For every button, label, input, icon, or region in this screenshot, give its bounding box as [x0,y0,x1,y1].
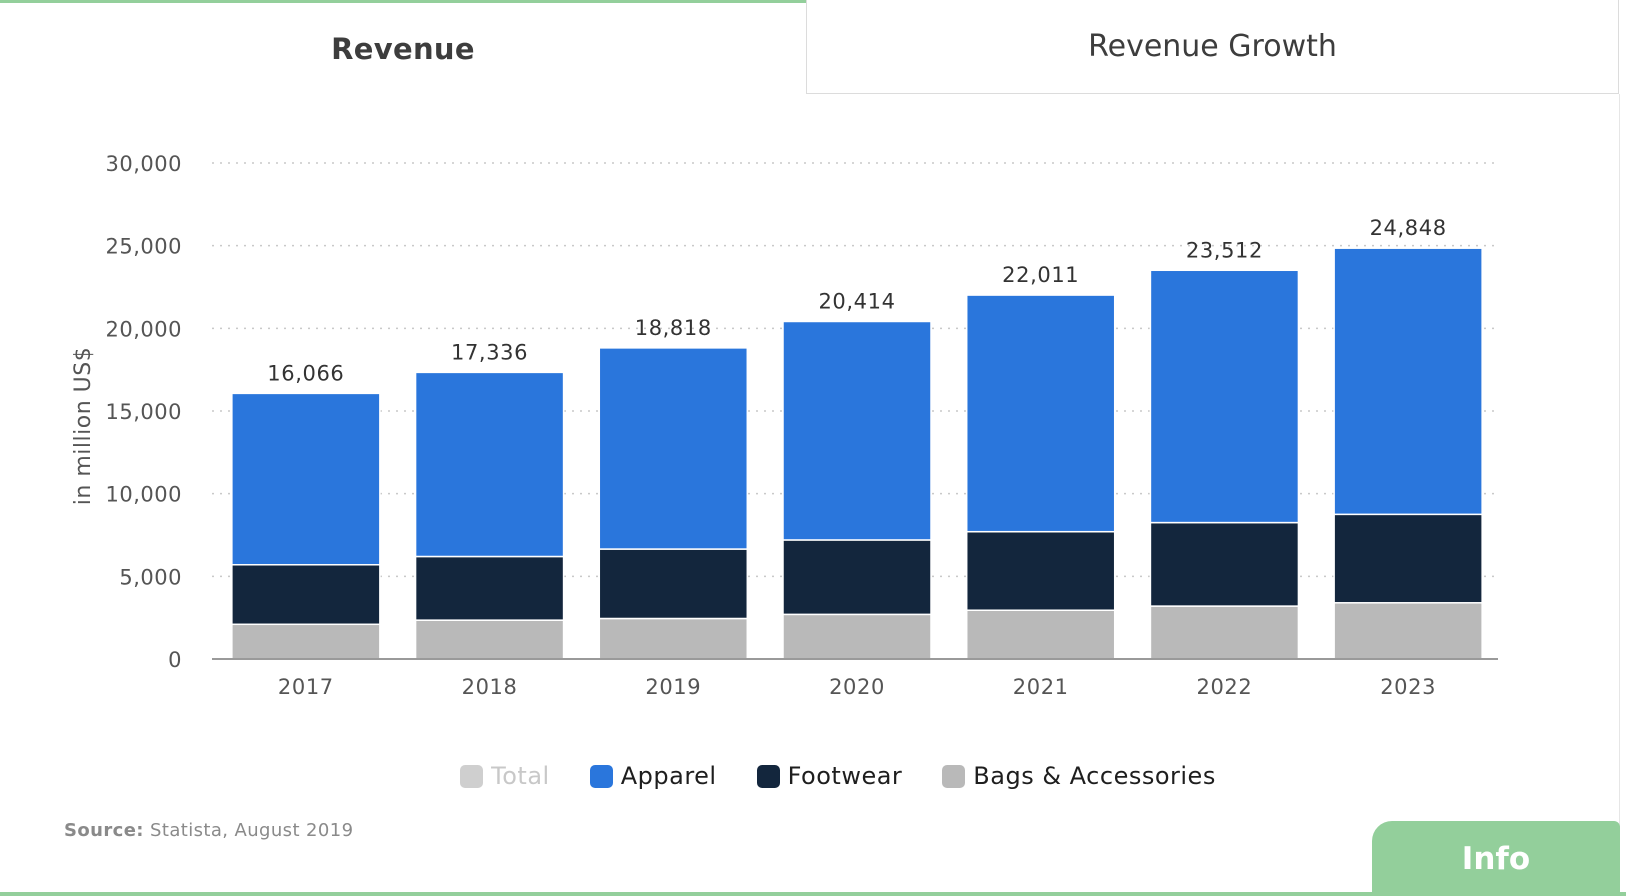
bar-apparel-2023[interactable] [1333,247,1483,516]
bar-footwear-2019[interactable] [598,548,749,620]
y-tick-label: 10,000 [106,483,182,507]
legend-swatch-bags-accessories [942,764,966,788]
bar-bags-accessories-2018[interactable] [414,619,565,660]
x-tick-label-2021: 2021 [1013,675,1069,699]
tab-revenue-growth-label: Revenue Growth [1088,29,1337,64]
total-label-2018: 17,336 [451,340,528,364]
bar-bags-accessories-2017[interactable] [231,623,381,660]
total-label-2021: 22,011 [1002,263,1079,287]
y-axis-label: in million US$ [71,347,96,505]
total-label-2023: 24,848 [1370,216,1447,240]
legend-item-footwear[interactable]: Footwear [756,758,903,794]
legend-label-total: Total [491,762,550,790]
legend-item-apparel[interactable]: Apparel [589,758,717,794]
legend-label-footwear: Footwear [787,762,903,790]
x-tick-label-2019: 2019 [645,675,701,699]
x-axis-ticks: 2017 2018 2019 2020 2021 2022 2023 [278,675,1436,699]
total-label-2017: 16,066 [267,361,344,385]
bar-apparel-2017[interactable] [231,392,381,566]
total-label-2020: 20,414 [818,289,895,313]
panel-right-border [1619,94,1620,896]
total-labels: 16,066 17,336 18,818 20,414 22,011 23,512 24,8… [267,216,1446,385]
bar-bags-accessories-2020[interactable] [782,613,932,660]
legend-label-bags-accessories: Bags & Accessories [973,762,1216,790]
tab-revenue-growth[interactable]: Revenue Growth [806,0,1619,94]
legend-swatch-apparel [589,764,613,788]
y-tick-label: 30,000 [106,152,182,176]
y-tick-label: 25,000 [106,235,182,259]
bar-bags-accessories-2019[interactable] [598,617,749,660]
bar-footwear-2020[interactable] [782,539,932,616]
y-tick-label: 15,000 [106,400,182,424]
tab-revenue-label: Revenue [331,31,475,66]
legend-label-apparel: Apparel [620,762,717,790]
legend-swatch-footwear [756,764,780,788]
bar-apparel-2019[interactable] [598,347,749,550]
revenue-chart: 0 5,000 10,000 15,000 20,000 25,000 30,000 in … [71,152,1498,699]
bar-apparel-2018[interactable] [414,371,565,558]
legend-swatch-total [460,764,484,788]
legend-item-bags-accessories[interactable]: Bags & Accessories [942,758,1216,794]
bottom-accent-line [0,892,1626,896]
bar-apparel-2021[interactable] [965,294,1116,533]
bar-footwear-2018[interactable] [414,555,565,621]
bar-bags-accessories-2021[interactable] [965,609,1116,660]
source-text: Statista, August 2019 [150,820,354,841]
y-tick-label: 20,000 [106,317,182,341]
info-button[interactable]: Info [1372,821,1620,896]
bar-footwear-2017[interactable] [231,564,381,626]
total-label-2022: 23,512 [1186,238,1263,262]
bar-bags-accessories-2022[interactable] [1149,605,1300,660]
y-axis-ticks: 0 5,000 10,000 15,000 20,000 25,000 30,000 [106,152,182,672]
bar-apparel-2022[interactable] [1149,269,1300,524]
bars [231,247,1483,660]
bar-footwear-2023[interactable] [1333,513,1483,604]
legend: Total Apparel Footwear Bags & Accessorie… [0,758,1626,794]
bar-apparel-2020[interactable] [782,320,932,541]
x-tick-label-2022: 2022 [1197,675,1253,699]
x-tick-label-2020: 2020 [829,675,885,699]
y-tick-label: 5,000 [119,565,182,589]
tab-bar: Revenue Revenue Growth [0,0,1626,94]
x-tick-label-2017: 2017 [278,675,334,699]
bar-footwear-2021[interactable] [965,530,1116,611]
total-label-2019: 18,818 [635,316,712,340]
source-note: Source: Statista, August 2019 [64,820,353,841]
x-tick-label-2023: 2023 [1380,675,1436,699]
source-label: Source: [64,820,144,841]
legend-item-total[interactable]: Total [460,758,550,794]
tab-revenue[interactable]: Revenue [0,0,806,94]
y-tick-label: 0 [168,648,182,672]
info-button-label: Info [1461,840,1531,877]
bar-footwear-2022[interactable] [1149,521,1300,607]
bar-bags-accessories-2023[interactable] [1333,602,1483,660]
x-tick-label-2018: 2018 [462,675,518,699]
